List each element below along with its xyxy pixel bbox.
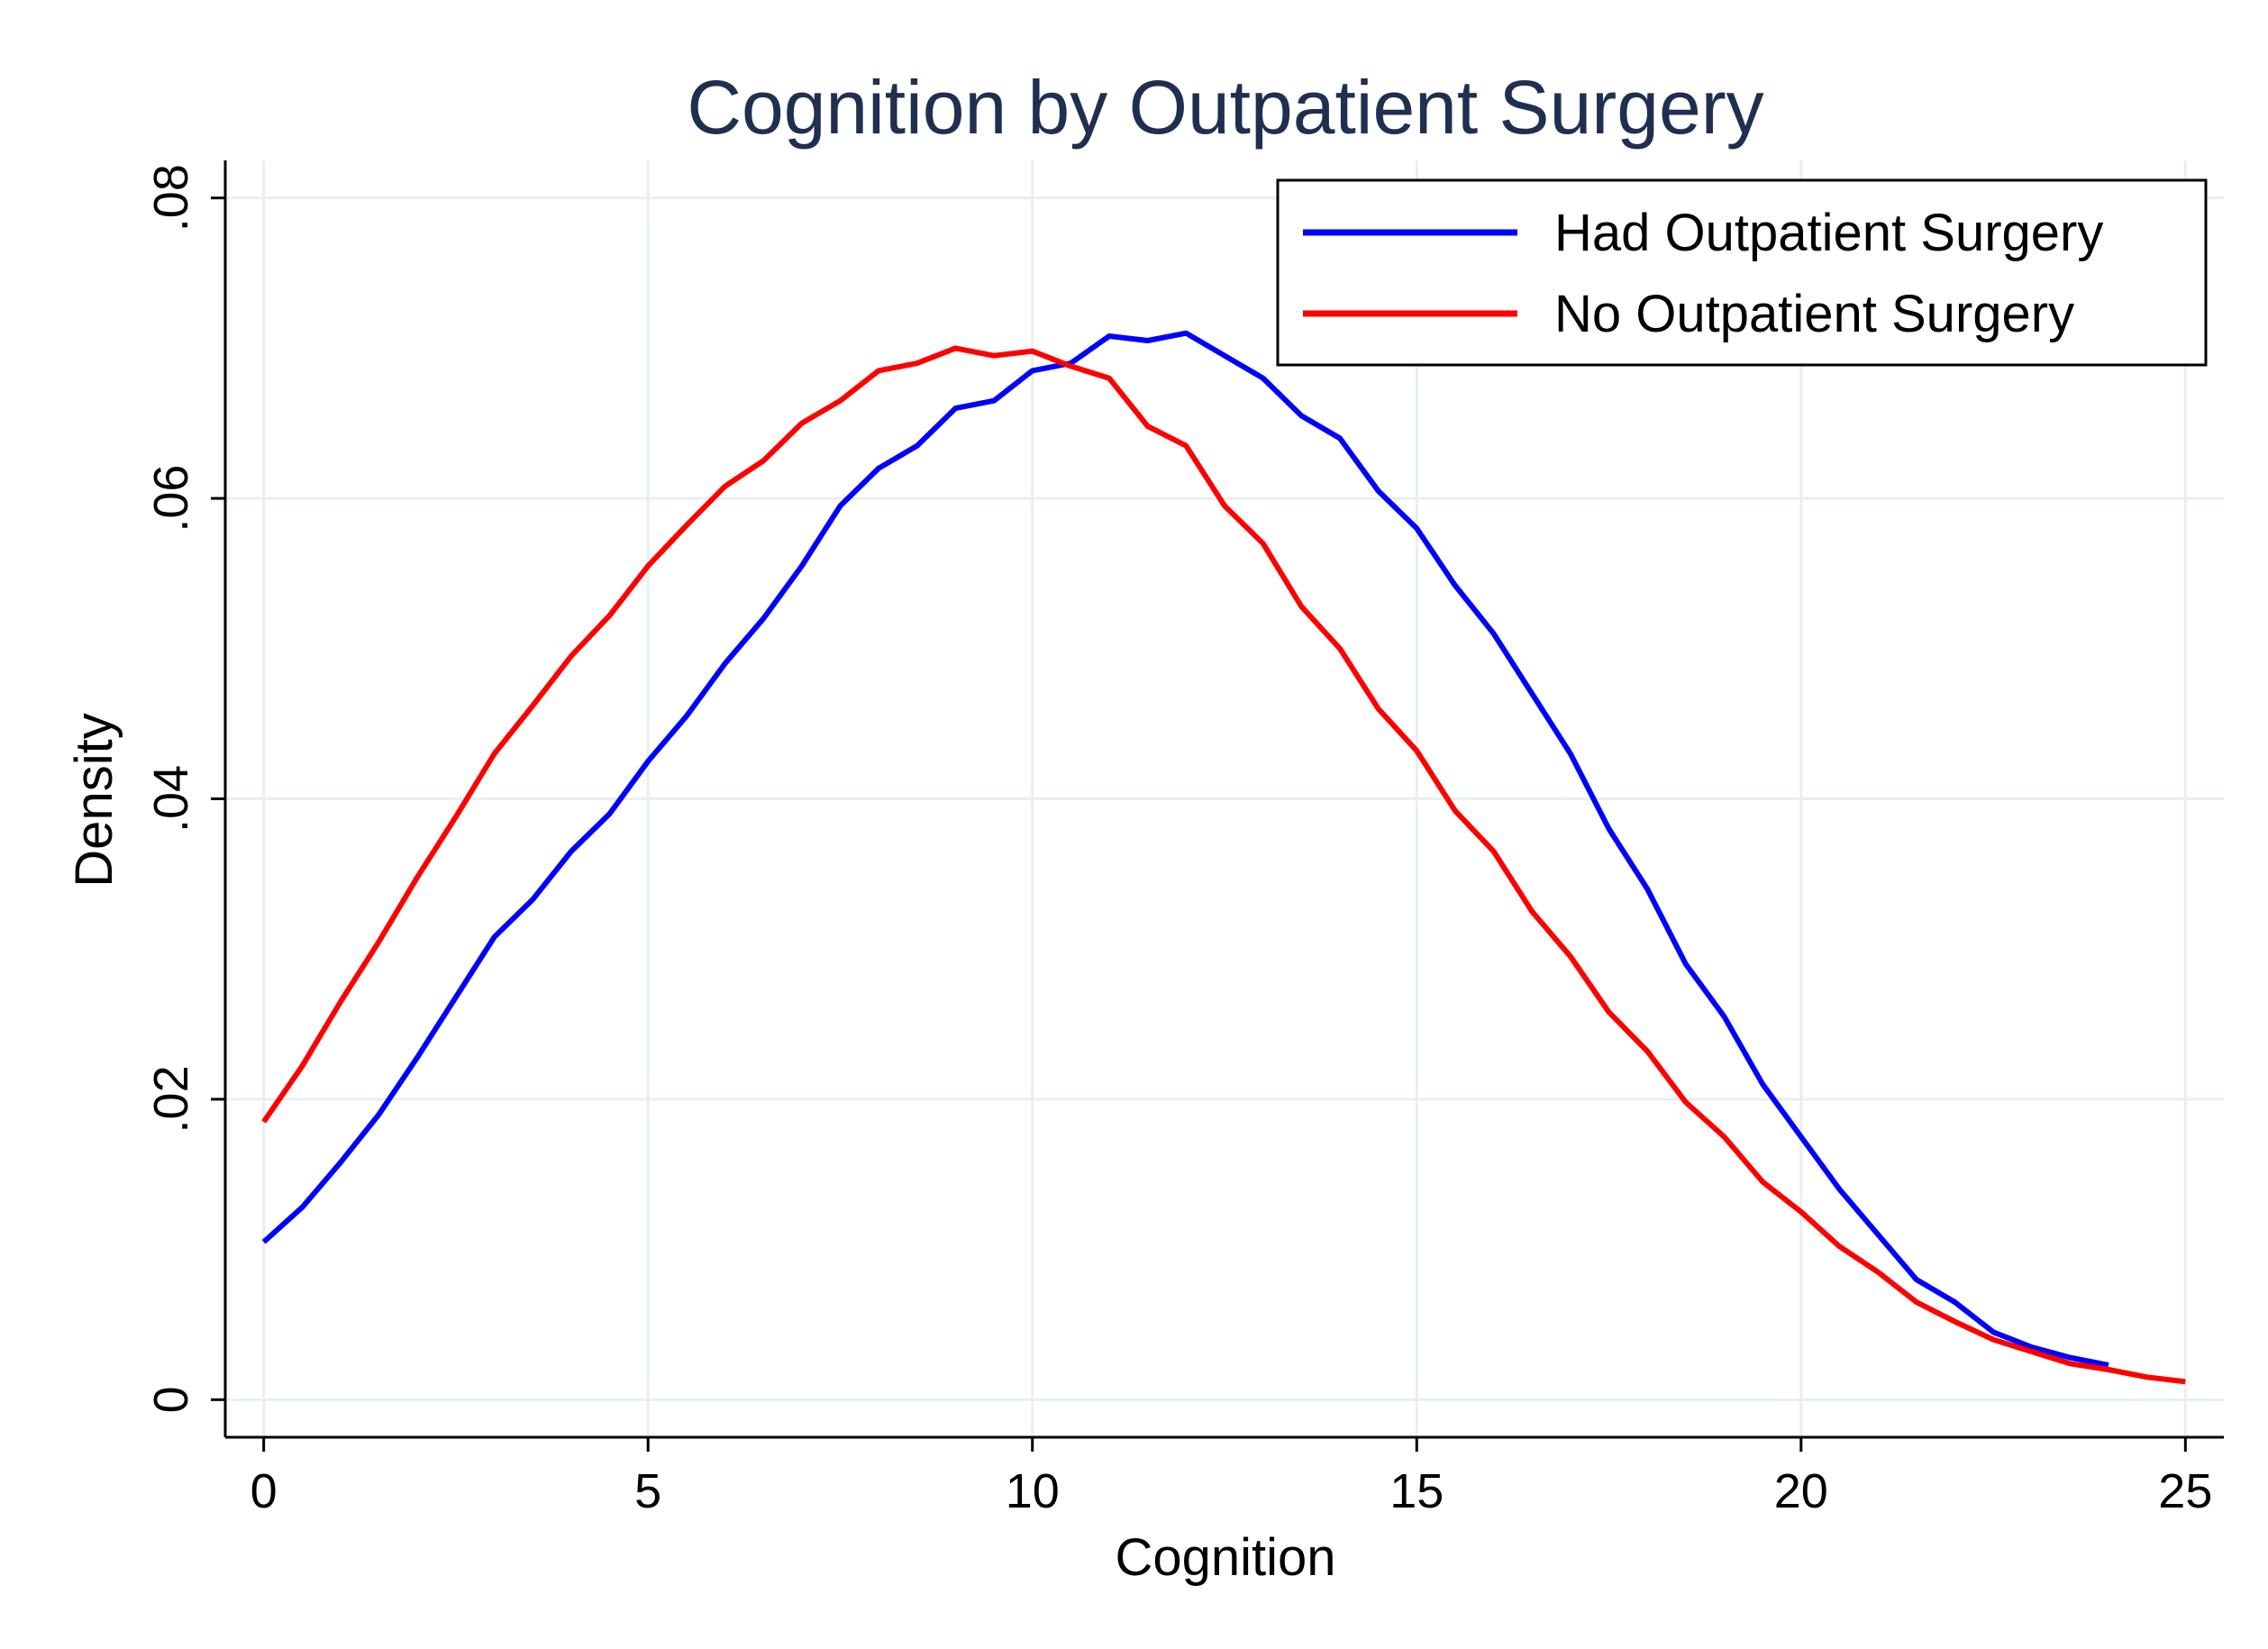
x-tick-label: 25 xyxy=(2158,1464,2212,1518)
y-tick-label: .06 xyxy=(144,465,198,533)
y-tick-label: .04 xyxy=(144,765,198,833)
series-line-no-outpatient-surgery xyxy=(261,345,2186,1385)
legend-box xyxy=(1276,178,2208,367)
x-tick-label: 0 xyxy=(250,1464,278,1518)
legend-label-no-outpatient-surgery: No Outpatient Surgery xyxy=(1554,285,2074,343)
y-axis-title: Density xyxy=(65,713,123,887)
x-axis-title: Cognition xyxy=(1115,1528,1335,1587)
x-tick-label: 10 xyxy=(1006,1464,1060,1518)
series-lines xyxy=(261,330,2186,1385)
y-tick-label: .08 xyxy=(144,164,198,232)
series-line-had-outpatient-surgery xyxy=(261,330,2109,1368)
x-tick-label: 5 xyxy=(634,1464,661,1518)
chart-title: Cognition by Outpatient Surgery xyxy=(687,65,1763,150)
ticks: 0 .02 .04 .06 .08 0 5 10 15 20 25 xyxy=(144,164,2212,1518)
x-tick-label: 20 xyxy=(1774,1464,1828,1518)
y-tick-label: 0 xyxy=(144,1386,198,1413)
legend-label-had-outpatient-surgery: Had Outpatient Surgery xyxy=(1554,204,2103,262)
legend: Had Outpatient Surgery No Outpatient Sur… xyxy=(1276,178,2208,367)
x-tick-label: 15 xyxy=(1389,1464,1444,1518)
y-tick-label: .02 xyxy=(144,1065,198,1133)
